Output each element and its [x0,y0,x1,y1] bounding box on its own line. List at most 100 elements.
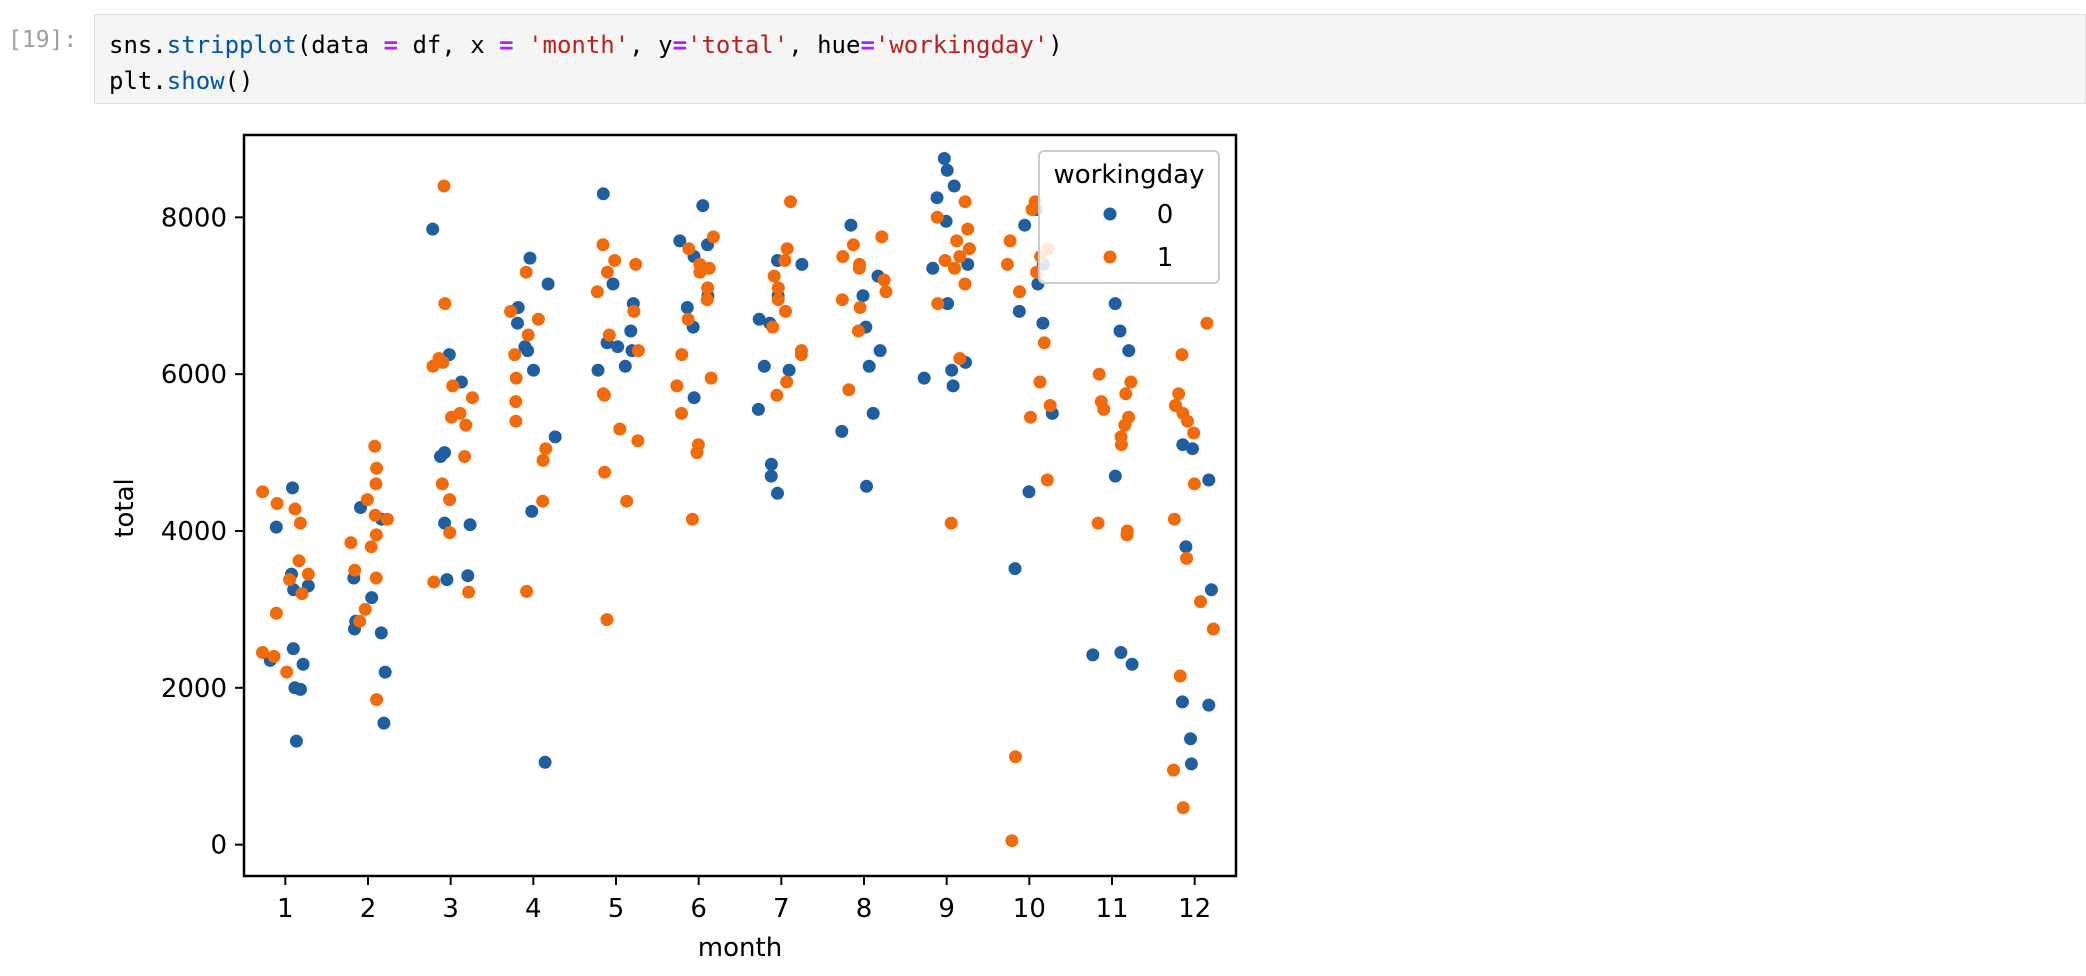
point-series-0 [680,301,694,314]
point-series-0 [945,363,959,377]
point-series-1 [438,297,452,311]
code-token: () [224,67,254,95]
point-series-0 [1008,562,1022,576]
y-axis: 0 2000 4000 6000 8000 [161,203,244,861]
point-series-1 [1176,801,1190,815]
point-series-0 [1122,344,1136,358]
point-series-0 [1114,646,1128,659]
point-series-1 [779,304,792,318]
point-series-1 [369,571,383,585]
x-tick-label: 10 [1013,894,1046,924]
point-series-1 [685,512,699,526]
point-series-1 [465,391,479,405]
point-series-1 [590,285,604,299]
point-series-1 [953,352,967,365]
point-series-0 [866,406,880,420]
point-series-1 [301,567,315,581]
point-series-1 [950,234,964,248]
point-series-1 [948,261,961,275]
point-series-0 [961,257,975,271]
code-token: , hue [788,31,861,59]
point-series-1 [458,450,472,463]
point-series-1 [509,371,523,385]
point-series-1 [958,277,972,291]
point-series-0 [946,379,960,393]
x-axis-label: month [698,933,782,963]
point-series-1 [608,254,622,267]
point-series-1 [509,414,523,428]
point-series-1 [436,355,450,369]
point-series-0 [1022,485,1036,499]
point-series-1 [690,446,704,460]
y-tick-label: 2000 [161,674,227,704]
cell-output: 0 2000 4000 6000 8000 1 2 3 4 5 6 7 8 9 10 11 12 month … [110,120,1310,972]
point-series-1 [1175,348,1189,362]
point-series-1 [531,312,545,326]
point-series-0 [1012,304,1026,318]
y-tick-label: 0 [210,831,227,861]
point-series-0 [269,520,283,534]
point-series-0 [917,371,931,385]
point-series-1 [631,434,645,448]
point-series-1 [1037,336,1051,350]
point-series-1 [370,461,384,475]
point-series-1 [629,257,643,271]
point-series-1 [620,494,634,508]
x-tick-label: 7 [773,894,790,924]
point-series-0 [856,289,870,303]
point-series-1 [269,606,283,620]
point-series-1 [675,348,689,362]
point-series-1 [267,649,281,663]
point-series-1 [520,584,534,598]
point-series-1 [1024,410,1037,424]
x-axis: 1 2 3 4 5 6 7 8 9 10 11 12 [277,876,1211,924]
point-series-1 [598,465,612,479]
point-series-0 [764,469,778,483]
point-series-0 [591,363,605,377]
point-series-0 [426,222,440,236]
point-series-1 [270,497,284,510]
code-token: 'total' [687,31,789,59]
point-series-0 [365,591,379,605]
point-series-0 [525,504,539,518]
point-series-0 [286,642,300,656]
x-tick-label: 3 [442,894,459,924]
point-series-0 [1202,698,1216,712]
point-series-0 [289,734,303,748]
x-tick-label: 8 [856,894,873,924]
point-series-1 [348,563,362,577]
y-tick-label: 4000 [161,517,227,547]
point-series-1 [766,320,780,334]
point-series-1 [962,242,976,256]
code-editor[interactable]: sns.stripplot(data = df, x = 'month', y=… [109,27,1063,99]
point-series-1 [938,254,952,267]
code-cell[interactable]: sns.stripplot(data = df, x = 'month', y=… [94,14,2086,104]
point-series-1 [1033,375,1047,389]
point-series-1 [875,230,889,244]
x-tick-label: 12 [1178,894,1211,924]
point-series-1 [1167,512,1181,526]
point-series-1 [437,179,451,193]
point-series-0 [1108,297,1122,311]
point-series-0 [521,344,535,358]
point-series-0 [926,261,940,275]
point-series-1 [256,485,270,499]
point-series-0 [795,257,809,271]
point-series-0 [523,251,537,265]
code-token: = [860,31,875,59]
point-series-0 [764,457,778,471]
point-series-1 [784,195,797,209]
point-series-1 [1013,285,1026,299]
code-token: df, x [398,31,500,59]
point-series-0 [1018,218,1032,232]
x-tick-label: 6 [690,894,707,924]
point-series-0 [611,340,625,354]
point-series-0 [538,755,552,769]
point-series-0 [596,187,610,201]
point-series-1 [1003,234,1017,248]
point-series-1 [1124,375,1138,389]
point-series-1 [358,602,372,616]
point-series-0 [947,179,961,193]
point-series-0 [1184,757,1198,771]
point-series-1 [353,614,367,628]
